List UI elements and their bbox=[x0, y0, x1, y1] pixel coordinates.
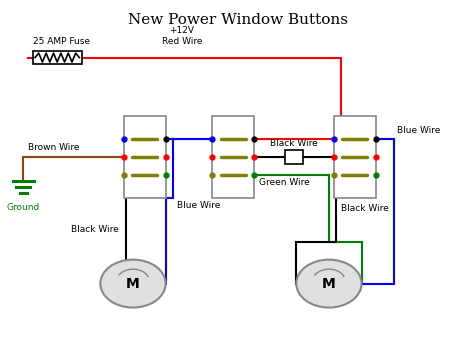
Bar bbox=[33, 52, 82, 64]
Text: M: M bbox=[322, 277, 336, 291]
Text: Black Wire: Black Wire bbox=[71, 225, 119, 234]
Circle shape bbox=[296, 260, 362, 308]
Bar bbox=[334, 116, 375, 198]
Text: Blue Wire: Blue Wire bbox=[397, 126, 440, 135]
Bar bbox=[212, 116, 254, 198]
Bar bbox=[284, 150, 303, 164]
Text: M: M bbox=[126, 277, 140, 291]
Text: 25 AMP Fuse: 25 AMP Fuse bbox=[33, 37, 90, 46]
Text: Black Wire: Black Wire bbox=[341, 204, 388, 213]
Text: Brown Wire: Brown Wire bbox=[28, 143, 80, 152]
Text: +12V
Red Wire: +12V Red Wire bbox=[162, 26, 202, 46]
Text: Green Wire: Green Wire bbox=[259, 179, 310, 187]
Text: Blue Wire: Blue Wire bbox=[177, 201, 221, 211]
Text: Ground: Ground bbox=[7, 203, 40, 212]
Circle shape bbox=[100, 260, 165, 308]
Bar bbox=[124, 116, 165, 198]
Text: Black Wire: Black Wire bbox=[270, 139, 318, 148]
Text: New Power Window Buttons: New Power Window Buttons bbox=[128, 13, 348, 27]
